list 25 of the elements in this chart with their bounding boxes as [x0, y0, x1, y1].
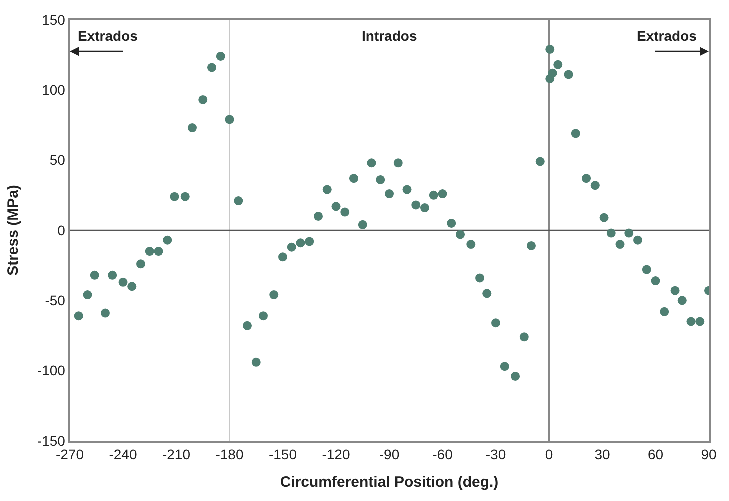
x-tick-label: 0 [545, 446, 554, 463]
annotation: Extrados [78, 28, 138, 44]
x-tick-label: -270 [56, 446, 84, 463]
y-tick-label: 150 [42, 12, 66, 28]
y-tick-label: 100 [42, 82, 66, 98]
y-tick-label: -100 [37, 362, 66, 379]
x-tick-label: -30 [486, 446, 506, 463]
x-tick-label: 60 [648, 446, 664, 463]
x-tick-label: -60 [432, 446, 454, 463]
x-tick-label: -90 [379, 446, 400, 463]
y-tick-label: -150 [37, 432, 66, 449]
x-tick-label: -120 [322, 446, 350, 463]
y-axis-title: Stress (MPa) [5, 185, 22, 276]
x-tick-label: -150 [268, 446, 298, 463]
y-tick-label: -50 [45, 292, 66, 309]
annotation: Intrados [362, 28, 418, 44]
x-tick-label: 30 [594, 446, 610, 463]
annotation: Extrados [637, 28, 698, 44]
x-tick-label: 90 [701, 446, 717, 463]
x-tick-label: -210 [162, 446, 191, 463]
y-tick-label: 50 [50, 152, 66, 168]
x-axis-title: Circumferential Position (deg.) [280, 474, 499, 492]
y-tick-label: 0 [58, 222, 66, 238]
x-tick-label: -240 [109, 446, 138, 463]
x-tick-label: -180 [216, 446, 244, 463]
